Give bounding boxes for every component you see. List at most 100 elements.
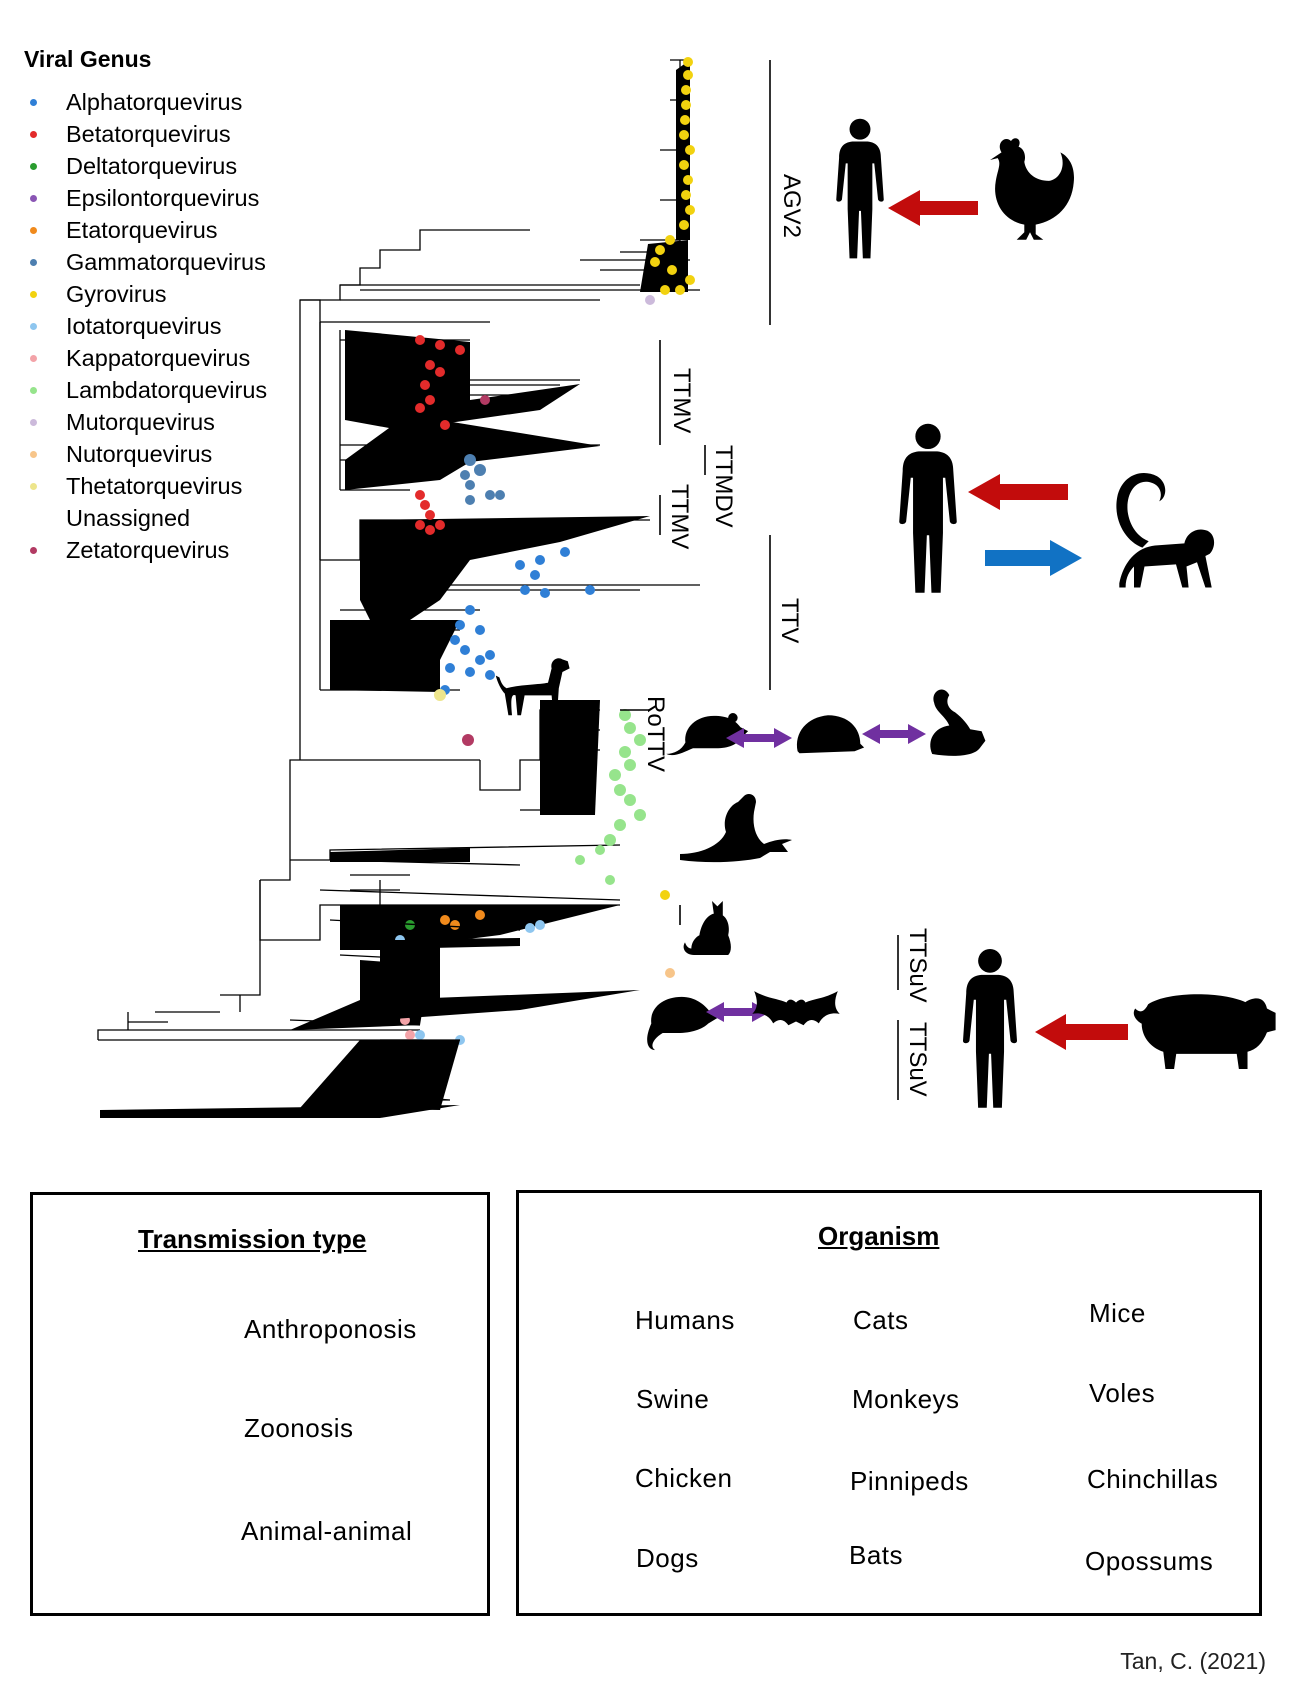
genus-legend-item: Gyrovirus [30,278,267,310]
transmission-type-title: Transmission type [138,1224,367,1254]
clade-label-rottv: RoTTV [642,696,669,772]
legend-dot-icon [30,98,37,106]
genus-legend-label: Betatorquevirus [66,120,231,147]
legend-dot-icon [30,194,37,202]
genus-legend-item: Unassigned [30,502,267,534]
genus-legend-label: Deltatorquevirus [66,152,238,179]
clade-label-ttsuv-2: TTSuV [904,1022,931,1097]
genus-legend-item: Iotatorquevirus [30,310,267,342]
transmission-label-anthroponosis: Anthroponosis [244,1314,417,1344]
pig-icon [1133,994,1276,1070]
genus-legend-label: Gyrovirus [66,280,167,307]
genus-legend-item: Epsilontorquevirus [30,182,267,214]
genus-legend-label: Thetatorquevirus [66,472,243,499]
human-icon [836,118,884,259]
bat-icon [752,991,840,1026]
tree-lower-dense [100,940,640,1118]
legend-dot-icon [30,418,37,426]
transmission-panel-rottv [495,658,986,756]
genus-legend-label: Gammatorquevirus [66,248,266,275]
legend-dot-icon [30,162,37,170]
organism-label-pinnipeds: Pinnipeds [850,1466,969,1496]
genus-legend-item: Kappatorquevirus [30,342,267,374]
organism-label-chicken: Chicken [635,1463,733,1493]
seal-icon [680,794,792,863]
genus-legend-item: Mutorquevirus [30,406,267,438]
legend-dot-icon [30,130,37,138]
organism-label-humans: Humans [635,1305,735,1335]
organism-label-voles: Voles [1089,1378,1156,1408]
animal-animal-arrow-icon [726,728,792,748]
human-icon [963,949,1017,1108]
legend-dot-icon [30,515,37,522]
genus-legend-item: Etatorquevirus [30,214,267,246]
clade-label-ttmdv: TTMDV [710,445,737,528]
genus-legend-item: Alphatorquevirus [30,86,267,118]
animal-animal-arrow-icon [706,1002,770,1022]
transmission-panel-ttsuv [647,949,1276,1108]
organism-title: Organism [818,1221,940,1251]
transmission-type-box [30,1192,490,1616]
figure-credit: Tan, C. (2021) [1120,1648,1266,1674]
chinchilla-icon [930,689,986,756]
genus-legend-label: Alphatorquevirus [66,88,243,115]
genus-legend-item: Zetatorquevirus [30,534,267,566]
genus-legend: Alphatorquevirus Betatorquevirus Deltatorq… [30,86,267,566]
transmission-label-zoonosis: Zoonosis [244,1413,354,1443]
vole-icon [796,715,865,754]
legend-dot-icon [30,322,37,330]
organism-label-chinchillas: Chinchillas [1087,1464,1219,1494]
genus-legend-label: Kappatorquevirus [66,344,251,371]
genus-legend-label: Etatorquevirus [66,216,218,243]
organism-box [516,1190,1262,1616]
monkey-icon [1116,472,1215,588]
genus-legend-item: Gammatorquevirus [30,246,267,278]
legend-dot-icon [30,290,37,298]
legend-dot-icon [30,354,37,362]
genus-legend-item: Deltatorquevirus [30,150,267,182]
genus-legend-label: Lambdatorquevirus [66,376,268,403]
zoonosis-arrow-icon [888,190,978,226]
legend-dot-icon [30,258,37,266]
anthroponosis-arrow-icon [985,540,1082,576]
clade-label-ttsuv-1: TTSuV [904,928,931,1003]
clade-label-agv2: AGV2 [778,174,805,238]
organism-label-cats: Cats [853,1305,909,1335]
genus-legend-label: Nutorquevirus [66,440,213,467]
genus-legend-label: Zetatorquevirus [66,536,230,563]
zoonosis-arrow-icon [1035,1014,1128,1050]
human-icon [899,423,957,593]
genus-legend-item: Lambdatorquevirus [30,374,267,406]
organism-label-monkeys: Monkeys [852,1384,960,1414]
organism-label-swine: Swine [636,1384,710,1414]
clade-label-ttmv-1: TTMV [668,368,695,433]
legend-dot-icon [30,482,37,490]
dense-branch-regions [290,60,690,1030]
organism-label-mice: Mice [1089,1298,1146,1328]
legend-dot-icon [30,386,37,394]
clade-label-ttmv-2: TTMV [666,484,693,549]
clade-brackets [620,60,899,1100]
clade-labels: AGV2 TTMV TTMDV TTMV TTV RoTTV TTSuV TTS… [642,174,931,1097]
clade-label-ttv: TTV [776,598,803,643]
legend-dot-icon [30,546,37,554]
organism-label-bats: Bats [849,1540,904,1570]
chicken-icon [990,138,1074,240]
genus-legend-title: Viral Genus [24,46,152,72]
genus-legend-item: Thetatorquevirus [30,470,267,502]
zoonosis-arrow-icon [968,474,1068,510]
legend-dot-icon [30,450,37,458]
genus-legend-label: Unassigned [66,504,191,531]
transmission-panel-agv2 [836,118,1074,259]
transmission-panel-lambda [680,794,792,955]
organism-label-opossums: Opossums [1085,1546,1214,1576]
genus-legend-label: Iotatorquevirus [66,312,222,339]
legend-dot-icon [30,226,37,234]
genus-legend-item: Betatorquevirus [30,118,267,150]
genus-legend-label: Mutorquevirus [66,408,215,435]
transmission-panel-ttv [899,423,1215,593]
opossum-icon [647,996,718,1051]
genus-legend-item: Nutorquevirus [30,438,267,470]
transmission-label-animal-animal: Animal-animal [241,1516,413,1546]
genus-legend-label: Epsilontorquevirus [66,184,260,211]
